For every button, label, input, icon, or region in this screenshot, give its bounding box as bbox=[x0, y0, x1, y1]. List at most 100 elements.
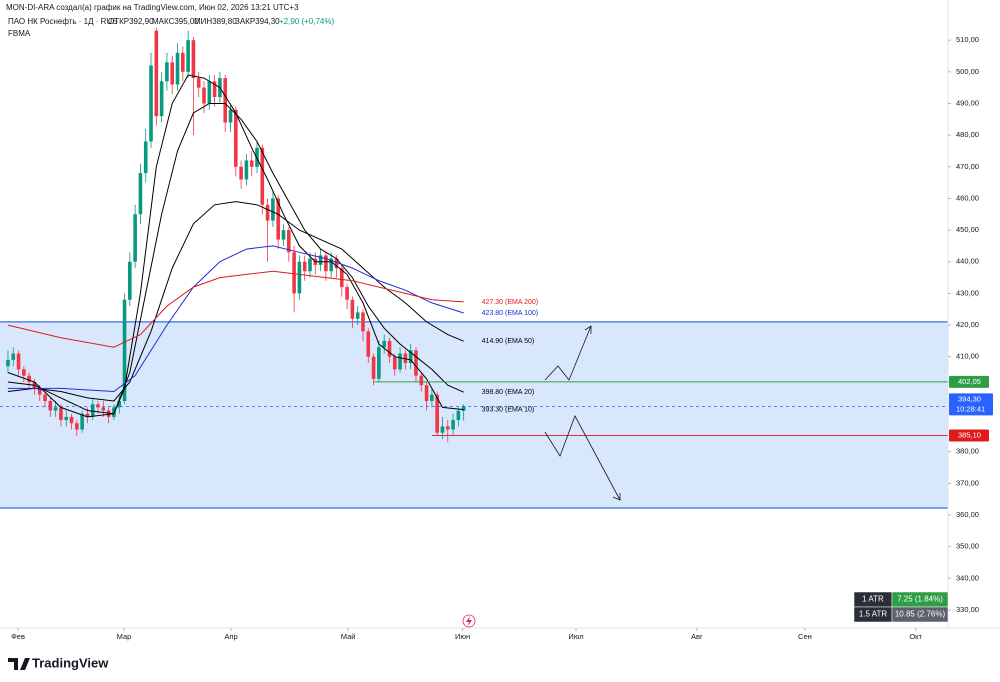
y-tick-label: 420,00 bbox=[956, 320, 979, 329]
last-price-label: 394,30 bbox=[958, 394, 981, 403]
candle-body bbox=[143, 141, 148, 174]
candle-body bbox=[122, 299, 127, 402]
y-tick-label: 480,00 bbox=[956, 130, 979, 139]
ema-line bbox=[7, 270, 464, 348]
candle-body bbox=[286, 230, 291, 253]
candle-body bbox=[133, 214, 137, 262]
ema-label: 393.30 (EMA 10) bbox=[482, 406, 535, 413]
level-price-box bbox=[949, 375, 989, 388]
arrow-up bbox=[544, 325, 592, 381]
candle-body bbox=[440, 426, 445, 433]
candle-body bbox=[159, 81, 164, 117]
candle-body bbox=[6, 359, 10, 367]
candle-body bbox=[128, 261, 132, 300]
candle-body bbox=[223, 78, 228, 123]
candle-body bbox=[96, 404, 100, 408]
candle-body bbox=[207, 81, 212, 104]
candle-body bbox=[43, 394, 47, 402]
candle-body bbox=[80, 413, 84, 430]
y-tick-label: 470,00 bbox=[956, 162, 979, 171]
candle-body bbox=[334, 258, 339, 269]
candle-body bbox=[101, 407, 106, 411]
candle-body bbox=[419, 375, 424, 386]
candle-body bbox=[138, 173, 143, 215]
candle-body bbox=[75, 423, 79, 430]
candle-body bbox=[271, 198, 275, 221]
arrow-down bbox=[544, 415, 621, 501]
candle-body bbox=[361, 312, 365, 332]
y-tick-label: 340,00 bbox=[956, 573, 979, 582]
candle-body bbox=[175, 52, 180, 85]
candle-body bbox=[408, 350, 413, 364]
candle-body bbox=[276, 198, 281, 240]
ema-label: 398.80 (EMA 20) bbox=[482, 389, 535, 396]
x-tick-label: Апр bbox=[224, 632, 237, 641]
level-price-label: 402,05 bbox=[958, 377, 981, 386]
candle-body bbox=[265, 204, 270, 221]
ohlc-change: +2,90 (+0,74%) bbox=[279, 17, 334, 26]
x-tick-label: Фев bbox=[11, 632, 25, 641]
atr-cell-value bbox=[891, 606, 949, 623]
candle-body bbox=[244, 160, 249, 180]
candle-body bbox=[181, 52, 185, 72]
candle-body bbox=[37, 388, 42, 395]
candle-body bbox=[16, 353, 21, 370]
candle-body bbox=[292, 252, 296, 294]
y-tick-label: 490,00 bbox=[956, 98, 979, 107]
ohlc-open: ОТКР392,90 bbox=[108, 17, 154, 26]
arrow-head bbox=[612, 493, 621, 501]
candle-body bbox=[451, 420, 455, 430]
candle-body bbox=[324, 255, 328, 272]
candle-body bbox=[186, 40, 190, 72]
candle-body bbox=[445, 426, 450, 430]
y-tick-label: 370,00 bbox=[956, 478, 979, 487]
candle-body bbox=[106, 410, 111, 417]
y-tick-label: 510,00 bbox=[956, 35, 979, 44]
candle-body bbox=[191, 40, 196, 79]
event-icon-bolt bbox=[466, 616, 472, 626]
candle-body bbox=[318, 255, 323, 265]
candle-body bbox=[11, 353, 16, 360]
last-price-box bbox=[949, 393, 993, 416]
candle-body bbox=[435, 394, 439, 433]
ema-line bbox=[7, 201, 464, 402]
x-tick-label: Май bbox=[341, 632, 356, 641]
y-tick-label: 410,00 bbox=[956, 352, 979, 361]
x-tick-label: Авг bbox=[691, 632, 703, 641]
y-tick-label: 450,00 bbox=[956, 225, 979, 234]
last-price-time: 10:28:41 bbox=[956, 404, 985, 413]
candle-body bbox=[69, 416, 74, 424]
candle-body bbox=[234, 109, 238, 167]
candle-body bbox=[228, 109, 233, 123]
candle-body bbox=[53, 407, 58, 411]
candle-body bbox=[90, 404, 95, 417]
candle-body bbox=[350, 299, 355, 319]
candle-body bbox=[398, 353, 402, 370]
y-tick-label: 440,00 bbox=[956, 257, 979, 266]
candle-body bbox=[48, 401, 53, 411]
candle-body bbox=[22, 369, 26, 376]
plot-area bbox=[0, 27, 948, 509]
candle-body bbox=[329, 258, 333, 272]
candle-body bbox=[461, 406, 466, 411]
ema-label: 427.30 (EMA 200) bbox=[482, 299, 538, 306]
candle-body bbox=[414, 350, 418, 376]
atr-name: 1 ATR bbox=[862, 595, 884, 604]
level-price-box bbox=[949, 429, 989, 442]
candle-body bbox=[392, 356, 397, 370]
level-price-label: 385,10 bbox=[958, 431, 981, 440]
ema-line bbox=[7, 245, 464, 393]
candle-body bbox=[424, 385, 429, 402]
arrow-head bbox=[584, 325, 592, 334]
candle-body bbox=[308, 258, 312, 272]
candle-body bbox=[196, 78, 201, 88]
ema-label: 423.80 (EMA 100) bbox=[482, 310, 538, 317]
y-tick-label: 350,00 bbox=[956, 542, 979, 551]
y-tick-label: 380,00 bbox=[956, 447, 979, 456]
candle-body bbox=[154, 30, 159, 117]
candle-body bbox=[377, 347, 381, 379]
candle-body bbox=[430, 394, 434, 402]
ema-line bbox=[7, 103, 464, 415]
candle-body bbox=[202, 87, 206, 104]
